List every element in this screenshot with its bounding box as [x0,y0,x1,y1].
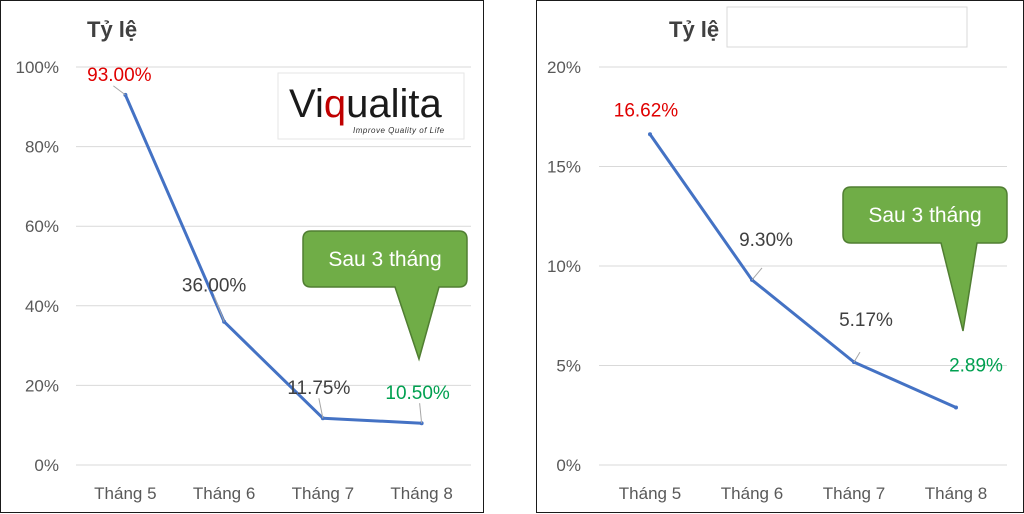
x-tick-label: Tháng 8 [390,484,452,503]
chart-panel-right: Tỷ lệ 0% 5% 10% 15% 20% Tháng 5 Tháng 6 Tháng 7… [536,0,1024,513]
leader-line [751,267,763,281]
series-line [648,133,957,409]
callout: Sau 3 tháng [302,230,468,362]
plot-area: 0% 5% 10% 15% 20% Tháng 5 Tháng 6 Tháng 7 Tháng … [547,58,1007,503]
data-label: 16.62% [614,100,679,121]
x-tick-label: Tháng 5 [619,484,681,503]
chart-right-svg: Tỷ lệ 0% 5% 10% 15% 20% Tháng 5 Tháng 6 Tháng 7… [547,6,1008,503]
y-tick-label: 20% [25,376,59,395]
data-label: 36.00% [182,276,247,297]
vigualita-logo: Viqualita Improve Quality of Life [277,72,465,140]
data-label: 10.50% [385,383,450,404]
leader-line [419,403,423,424]
svg-text:Viqualita: Viqualita [289,82,442,126]
logo-prefix: Vi [289,82,324,126]
callout-text: Sau 3 tháng [328,248,441,271]
data-label: 5.17% [839,310,893,331]
data-label: 93.00% [87,65,152,86]
callout-text: Sau 3 tháng [868,204,981,227]
plot-area: 0% 20% 40% 60% 80% 100% Tháng 5 Tháng 6 Tháng 7 T… [16,58,471,503]
data-label: 2.89% [949,355,1003,376]
chart-title: Tỷ lệ [87,17,137,42]
chart-title: Tỷ lệ [669,17,719,42]
logo-q: q [324,82,346,126]
title-box [726,6,968,48]
chart-panel-left: Tỷ lệ Viqualita Improve Quality of Life … [0,0,484,513]
leader-line [113,85,126,96]
y-tick-label: 100% [16,58,59,77]
y-tick-label: 20% [547,58,581,77]
callout-shape [302,230,468,362]
leader-line [213,295,225,322]
logo-suffix: ualita [346,82,442,126]
y-tick-label: 0% [34,456,59,475]
y-tick-label: 15% [547,158,581,177]
x-tick-label: Tháng 6 [193,484,255,503]
x-tick-label: Tháng 7 [823,484,885,503]
data-label: 11.75% [287,378,350,399]
callout: Sau 3 tháng [842,186,1008,332]
x-tick-label: Tháng 5 [94,484,156,503]
y-tick-label: 10% [547,257,581,276]
x-tick-label: Tháng 7 [292,484,354,503]
data-label: 9.30% [739,230,793,251]
logo-tagline: Improve Quality of Life [353,126,445,135]
y-tick-label: 5% [556,357,581,376]
leader-line [853,351,861,363]
data-point [954,405,958,410]
y-tick-label: 60% [25,217,59,236]
callout-shape [842,186,1008,332]
y-tick-label: 80% [25,138,59,157]
y-tick-label: 0% [556,456,581,475]
y-tick-label: 40% [25,297,59,316]
series-line [123,94,422,425]
data-point [648,132,652,137]
chart-left-svg: Tỷ lệ Viqualita Improve Quality of Life … [16,17,471,503]
x-tick-label: Tháng 6 [721,484,783,503]
leader-line [318,398,324,419]
x-tick-label: Tháng 8 [925,484,987,503]
